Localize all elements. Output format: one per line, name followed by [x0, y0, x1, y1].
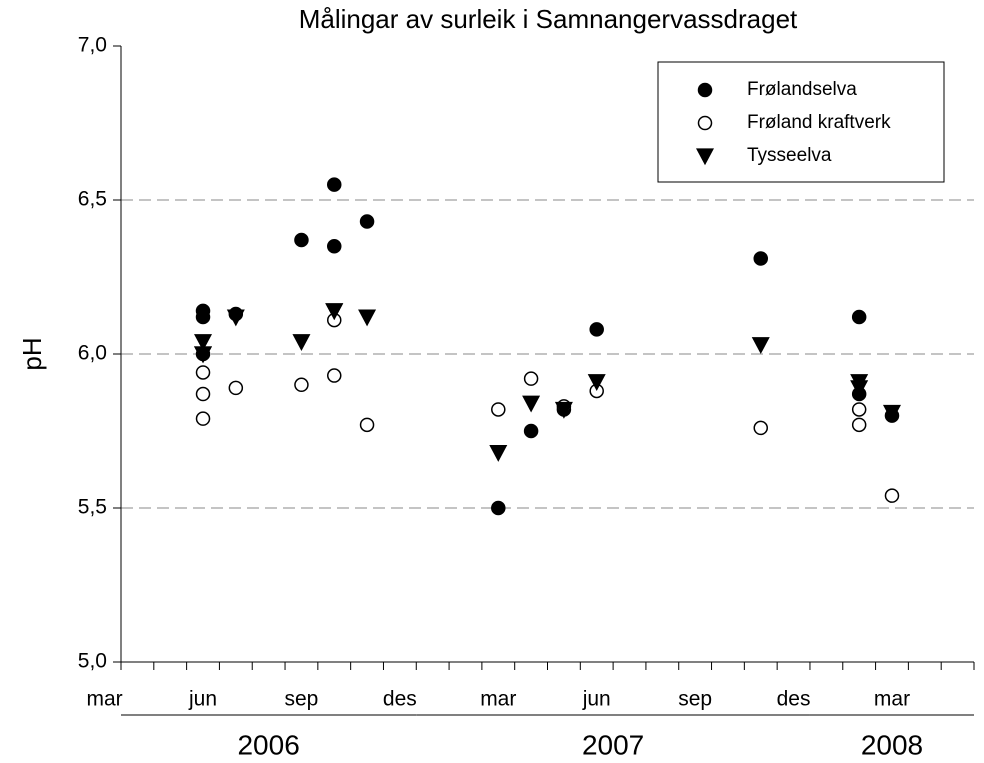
- y-tick-label: 6,5: [78, 188, 107, 211]
- data-point: [851, 402, 867, 417]
- y-tick-label: 6,0: [78, 342, 107, 365]
- data-point: [753, 420, 768, 436]
- x-tick-label: mar: [87, 688, 123, 711]
- data-point: [489, 444, 508, 462]
- data-point: [359, 417, 375, 433]
- data-point: [195, 386, 211, 402]
- legend-marker: [697, 115, 713, 131]
- data-point: [851, 309, 867, 325]
- legend-label: Tysseelva: [747, 145, 832, 166]
- data-point: [228, 380, 244, 396]
- y-axis-label: pH: [17, 337, 47, 370]
- data-point: [523, 371, 539, 386]
- legend-marker: [696, 148, 714, 166]
- data-point: [195, 303, 211, 319]
- data-point: [753, 251, 768, 266]
- data-point: [751, 337, 770, 355]
- data-point: [327, 238, 342, 254]
- data-point: [589, 322, 604, 337]
- year-label: 2008: [861, 729, 923, 760]
- y-tick-label: 7,0: [78, 34, 107, 57]
- data-point: [358, 309, 377, 327]
- data-point: [195, 411, 211, 426]
- data-point: [850, 374, 869, 391]
- data-point: [195, 365, 211, 380]
- data-point: [327, 177, 342, 192]
- data-point: [851, 417, 867, 433]
- x-tick-label: mar: [874, 688, 910, 711]
- data-point: [359, 214, 375, 229]
- data-point: [884, 488, 900, 503]
- year-label: 2006: [237, 729, 299, 760]
- legend-marker: [697, 82, 713, 98]
- x-tick-label: des: [777, 688, 811, 711]
- data-point: [194, 346, 213, 364]
- data-point: [587, 374, 606, 391]
- x-tick-label: mar: [480, 688, 516, 711]
- x-tick-label: jun: [582, 688, 611, 711]
- data-point: [294, 377, 309, 393]
- data-point: [292, 334, 311, 351]
- data-point: [491, 500, 506, 516]
- x-tick-label: jun: [188, 688, 217, 711]
- legend-label: Frøland kraftverk: [747, 112, 891, 133]
- data-point: [522, 395, 541, 413]
- x-tick-label: sep: [678, 688, 712, 711]
- data-point: [325, 303, 344, 321]
- data-point: [294, 232, 309, 248]
- data-point: [882, 404, 901, 422]
- y-tick-label: 5,0: [78, 650, 107, 673]
- data-point: [327, 368, 342, 383]
- data-point: [523, 423, 539, 439]
- data-point: [194, 334, 213, 351]
- x-tick-label: des: [383, 688, 417, 711]
- chart-title: Målingar av surleik i Samnangervassdrage…: [299, 4, 798, 34]
- data-point: [226, 309, 245, 327]
- year-label: 2007: [582, 729, 644, 760]
- legend-label: Frølandselva: [747, 79, 857, 100]
- y-tick-label: 5,5: [78, 496, 107, 519]
- data-point: [554, 401, 573, 419]
- data-point: [491, 402, 506, 417]
- x-tick-label: sep: [285, 688, 319, 711]
